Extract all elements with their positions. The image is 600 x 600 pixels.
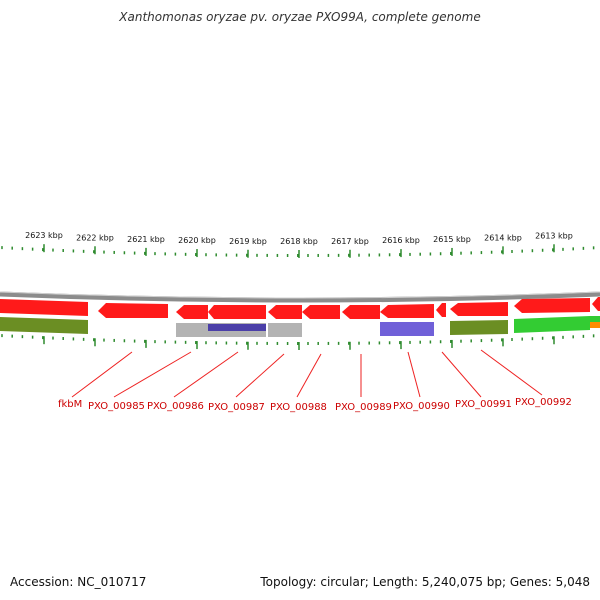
gene-label: PXO_00988 bbox=[270, 402, 327, 413]
scale-label: 2617 kbp bbox=[331, 237, 369, 246]
feature-bar bbox=[208, 324, 266, 331]
gene-label: PXO_00985 bbox=[88, 401, 145, 412]
scale-label: 2613 kbp bbox=[535, 231, 573, 240]
scale-label: 2622 kbp bbox=[76, 233, 114, 242]
scale-label: 2618 kbp bbox=[280, 237, 318, 246]
gene-label: fkbM bbox=[58, 399, 82, 410]
gene-label: PXO_00992 bbox=[515, 397, 572, 408]
leader-lines bbox=[71, 349, 543, 398]
gene-arrow bbox=[176, 305, 208, 319]
gene-label: PXO_00990 bbox=[393, 401, 450, 412]
gene-labels: fkbM PXO_00985 PXO_00986 PXO_00987 PXO_0… bbox=[58, 397, 572, 413]
feature-bar bbox=[590, 316, 600, 322]
scale-ticks bbox=[1, 244, 595, 350]
gene-arrow bbox=[380, 304, 434, 318]
gene-label: PXO_00986 bbox=[147, 401, 204, 412]
gene-arrow bbox=[208, 305, 266, 319]
feature-bar bbox=[380, 322, 434, 336]
gene-arrow bbox=[98, 303, 168, 318]
gene-arrow bbox=[302, 305, 340, 319]
gene-label: PXO_00989 bbox=[335, 402, 392, 413]
gene-arrow bbox=[0, 299, 88, 316]
gene-arrow bbox=[592, 297, 600, 311]
genome-summary-text: Topology: circular; Length: 5,240,075 bp… bbox=[260, 575, 590, 589]
feature-bar bbox=[590, 322, 600, 328]
scale-label: 2621 kbp bbox=[127, 235, 165, 244]
genome-backbone bbox=[0, 291, 600, 303]
scale-label: 2614 kbp bbox=[484, 233, 522, 242]
accession-text: Accession: NC_010717 bbox=[10, 575, 147, 589]
feature-bar bbox=[514, 316, 590, 333]
scale-label: 2623 kbp bbox=[25, 231, 63, 240]
scale-label: 2615 kbp bbox=[433, 235, 471, 244]
gene-arrow bbox=[436, 303, 446, 317]
gene-arrow bbox=[450, 302, 508, 316]
gene-label: PXO_00987 bbox=[208, 402, 265, 413]
feature-bar bbox=[268, 323, 302, 337]
feature-bars bbox=[0, 316, 600, 337]
gene-arrows bbox=[0, 297, 600, 319]
scale-labels: 2623 kbp 2622 kbp 2621 kbp 2620 kbp 2619 kbp… bbox=[25, 231, 573, 246]
gene-arrow bbox=[268, 305, 302, 319]
feature-bar bbox=[0, 317, 88, 334]
scale-label: 2619 kbp bbox=[229, 237, 267, 246]
scale-label: 2620 kbp bbox=[178, 236, 216, 245]
gene-arrow bbox=[342, 305, 380, 319]
scale-label: 2616 kbp bbox=[382, 236, 420, 245]
map-title: Xanthomonas oryzae pv. oryzae PXO99A, co… bbox=[119, 10, 481, 24]
feature-bar bbox=[450, 320, 508, 335]
gene-arrow bbox=[514, 298, 590, 313]
gene-label: PXO_00991 bbox=[455, 399, 512, 410]
